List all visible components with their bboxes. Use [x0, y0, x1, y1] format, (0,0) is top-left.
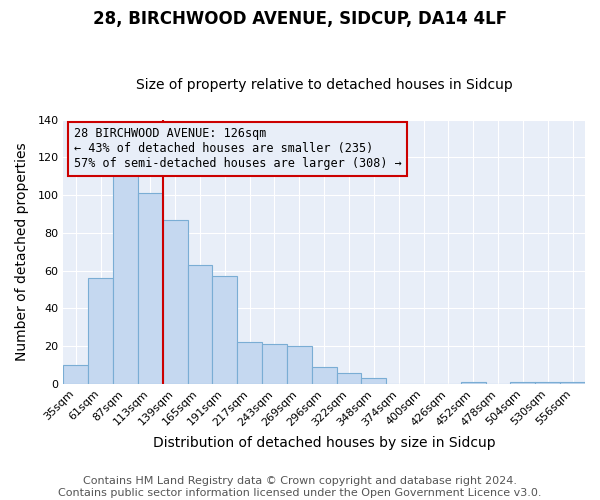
Bar	[287, 346, 312, 384]
Bar	[511, 382, 535, 384]
Bar	[113, 170, 138, 384]
Bar	[163, 220, 188, 384]
Bar	[312, 367, 337, 384]
Bar	[88, 278, 113, 384]
Text: 28, BIRCHWOOD AVENUE, SIDCUP, DA14 4LF: 28, BIRCHWOOD AVENUE, SIDCUP, DA14 4LF	[93, 10, 507, 28]
Y-axis label: Number of detached properties: Number of detached properties	[15, 142, 29, 361]
Bar	[337, 372, 361, 384]
Bar	[461, 382, 485, 384]
Bar	[535, 382, 560, 384]
Text: Contains HM Land Registry data © Crown copyright and database right 2024.
Contai: Contains HM Land Registry data © Crown c…	[58, 476, 542, 498]
Title: Size of property relative to detached houses in Sidcup: Size of property relative to detached ho…	[136, 78, 512, 92]
Bar	[138, 193, 163, 384]
Bar	[64, 365, 88, 384]
Bar	[560, 382, 585, 384]
Bar	[262, 344, 287, 384]
Text: 28 BIRCHWOOD AVENUE: 126sqm
← 43% of detached houses are smaller (235)
57% of se: 28 BIRCHWOOD AVENUE: 126sqm ← 43% of det…	[74, 128, 401, 170]
Bar	[212, 276, 237, 384]
X-axis label: Distribution of detached houses by size in Sidcup: Distribution of detached houses by size …	[153, 436, 496, 450]
Bar	[361, 378, 386, 384]
Bar	[188, 265, 212, 384]
Bar	[237, 342, 262, 384]
